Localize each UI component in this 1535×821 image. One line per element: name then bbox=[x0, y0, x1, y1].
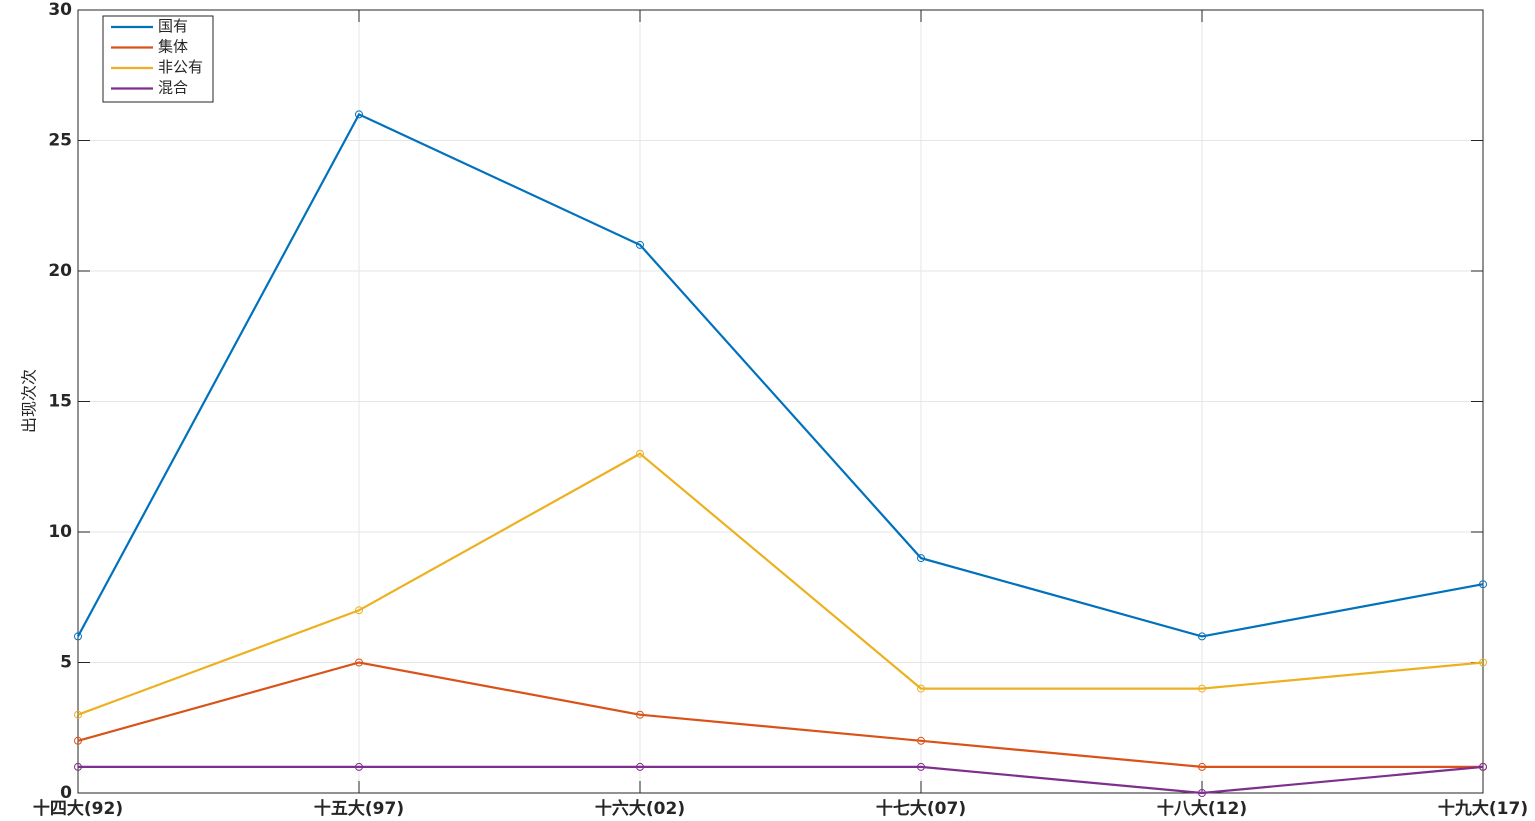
point-marker bbox=[917, 736, 925, 745]
point-marker bbox=[1479, 762, 1487, 771]
point-marker bbox=[74, 632, 82, 641]
point-marker bbox=[355, 762, 363, 771]
point-marker bbox=[636, 449, 644, 458]
series-line bbox=[78, 765, 1484, 795]
series-line bbox=[77, 112, 1484, 638]
legend-label: 混合 bbox=[158, 79, 188, 97]
series-line bbox=[77, 452, 1484, 716]
x-tick-label: 十九大(17) bbox=[1438, 798, 1528, 819]
point-marker bbox=[917, 684, 925, 693]
y-tick-label: 10 bbox=[48, 522, 72, 542]
point-marker bbox=[355, 606, 363, 615]
y-tick-label: 30 bbox=[48, 0, 72, 20]
y-tick-label: 0 bbox=[60, 783, 72, 803]
legend-label: 国有 bbox=[158, 17, 188, 35]
legend-label: 集体 bbox=[158, 38, 188, 56]
point-marker bbox=[1479, 658, 1487, 667]
y-tick-label: 20 bbox=[48, 261, 72, 281]
point-marker bbox=[636, 762, 644, 771]
point-marker bbox=[1479, 580, 1487, 589]
point-marker bbox=[74, 736, 82, 745]
x-tick-label: 十七大(07) bbox=[876, 798, 966, 819]
y-axis-label: 出现次次 bbox=[20, 369, 39, 433]
y-tick-label: 15 bbox=[48, 392, 72, 412]
legend-label: 非公有 bbox=[158, 58, 203, 76]
x-tick-label: 十六大(02) bbox=[595, 798, 685, 819]
point-marker bbox=[636, 710, 644, 719]
point-marker bbox=[1198, 632, 1206, 641]
plot-frame bbox=[77, 9, 1484, 794]
y-tick-label: 5 bbox=[60, 653, 72, 673]
point-marker bbox=[636, 240, 644, 249]
x-tick-label: 十八大(12) bbox=[1157, 798, 1247, 819]
x-tick-label: 十四大(92) bbox=[33, 798, 123, 819]
point-marker bbox=[917, 762, 925, 771]
point-marker bbox=[355, 110, 363, 119]
point-marker bbox=[355, 658, 363, 667]
series-line bbox=[77, 661, 1483, 768]
point-marker bbox=[1198, 762, 1206, 771]
point-marker bbox=[917, 554, 925, 563]
y-tick-label: 25 bbox=[48, 131, 72, 151]
point-marker bbox=[1198, 789, 1206, 797]
point-marker bbox=[74, 710, 82, 719]
x-tick-label: 十五大(97) bbox=[314, 798, 404, 819]
point-marker bbox=[1198, 684, 1206, 693]
point-marker bbox=[74, 762, 82, 771]
